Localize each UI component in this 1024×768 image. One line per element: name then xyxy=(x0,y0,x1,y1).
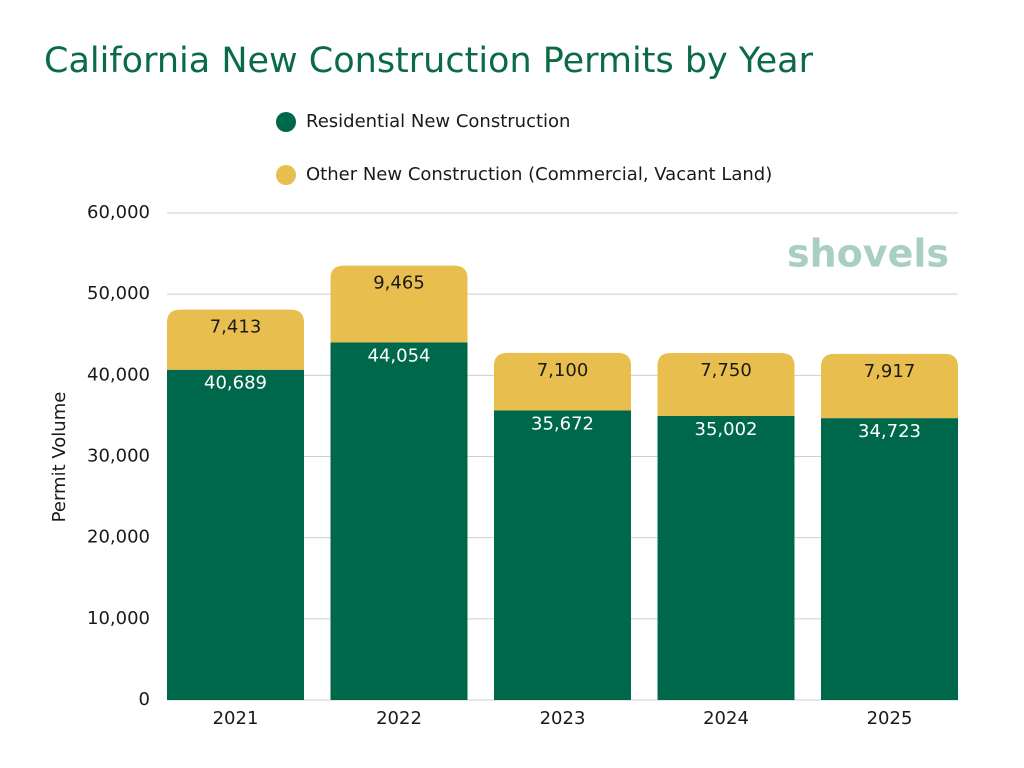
y-tick-label: 10,000 xyxy=(87,608,150,629)
value-label: 7,100 xyxy=(537,360,589,381)
bar-segment xyxy=(657,352,795,416)
y-tick-label: 0 xyxy=(139,689,150,710)
bar-segment xyxy=(657,415,795,700)
value-label: 35,672 xyxy=(531,413,594,434)
legend-label: Residential New Construction xyxy=(306,111,570,132)
value-label: 35,002 xyxy=(695,419,758,440)
bar-segment xyxy=(330,342,468,700)
value-label: 40,689 xyxy=(204,373,267,394)
legend-marker xyxy=(276,165,296,185)
value-label: 44,054 xyxy=(368,345,431,366)
bar-segment xyxy=(167,309,304,370)
bar-segment xyxy=(494,352,631,411)
legend-label: Other New Construction (Commercial, Vaca… xyxy=(306,164,772,185)
bar-segment xyxy=(330,265,468,343)
bar-segment xyxy=(167,369,304,700)
bar-segment xyxy=(494,410,631,700)
y-tick-label: 20,000 xyxy=(87,527,150,548)
x-tick-label: 2021 xyxy=(213,708,259,729)
y-axis-label: Permit Volume xyxy=(49,392,70,523)
value-label: 7,750 xyxy=(700,360,752,381)
chart-title: California New Construction Permits by Y… xyxy=(44,41,814,81)
y-tick-label: 50,000 xyxy=(87,283,150,304)
value-label: 7,917 xyxy=(864,361,916,382)
legend-marker xyxy=(276,112,296,132)
x-tick-label: 2022 xyxy=(376,708,422,729)
x-tick-label: 2024 xyxy=(703,708,749,729)
value-label: 7,413 xyxy=(210,317,262,338)
watermark: shovels xyxy=(787,232,949,276)
bar-segment xyxy=(821,353,958,419)
x-tick-label: 2023 xyxy=(540,708,586,729)
value-label: 9,465 xyxy=(373,273,425,294)
y-tick-label: 30,000 xyxy=(87,446,150,467)
y-tick-label: 40,000 xyxy=(87,364,150,385)
x-tick-label: 2025 xyxy=(867,708,913,729)
y-tick-label: 60,000 xyxy=(87,202,150,223)
bar-segment xyxy=(821,418,958,700)
value-label: 34,723 xyxy=(858,421,921,442)
